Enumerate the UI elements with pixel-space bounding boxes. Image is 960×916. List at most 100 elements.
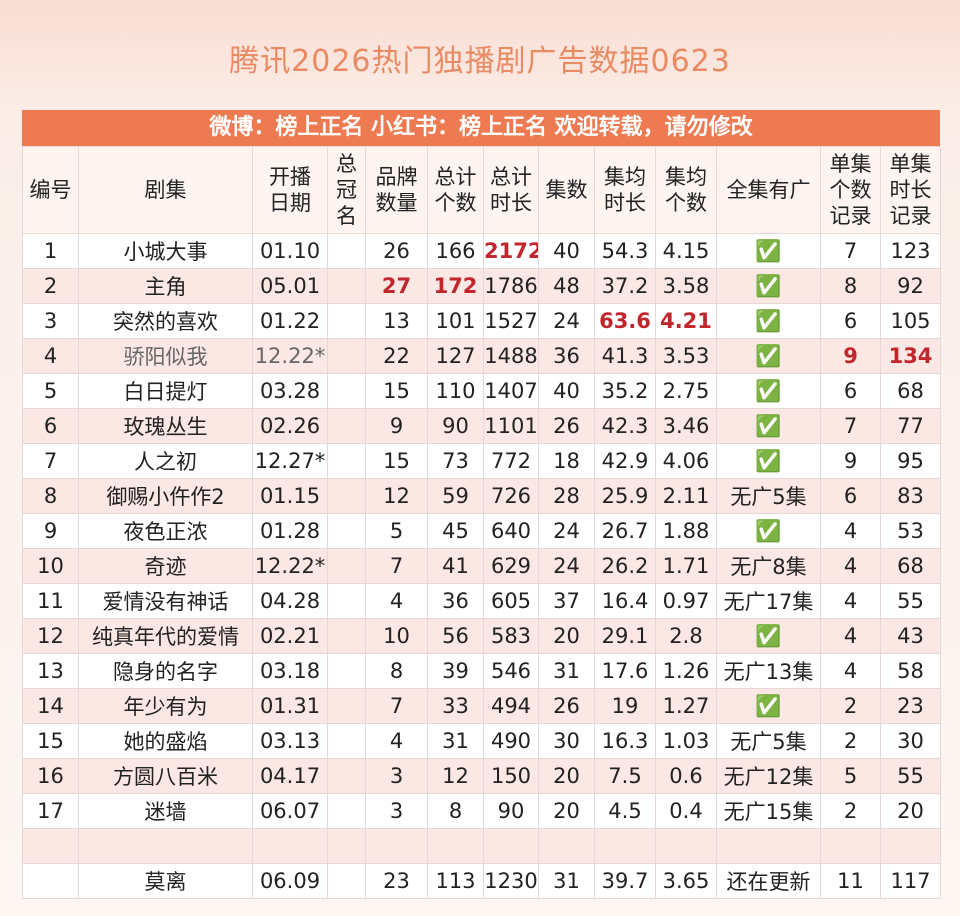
table-cell: ✅ xyxy=(716,303,821,339)
table-cell xyxy=(327,303,366,339)
table-cell: 2 xyxy=(22,268,79,304)
table-cell: 2172 xyxy=(483,233,539,269)
table-cell: 3.53 xyxy=(655,338,717,374)
table-cell: 68 xyxy=(880,548,941,584)
table-cell xyxy=(327,408,366,444)
table-cell: 迷墙 xyxy=(78,793,253,829)
table-cell: 105 xyxy=(880,303,941,339)
table-cell: 54.3 xyxy=(594,233,656,269)
table-cell: 95 xyxy=(880,443,941,479)
table-cell: 1527 xyxy=(483,303,539,339)
table-row xyxy=(22,828,941,864)
table-cell: 11 xyxy=(22,583,79,619)
table-cell: 骄阳似我 xyxy=(78,338,253,374)
table-cell: 8 xyxy=(22,478,79,514)
table-cell: 奇迹 xyxy=(78,548,253,584)
table-row: 6 玫瑰丛生 02.26 9 90 1101 26 42.3 3.46 ✅ 7 77 xyxy=(22,408,941,444)
column-header: 品牌数量 xyxy=(365,146,428,234)
table-cell: 01.15 xyxy=(252,478,328,514)
table-cell: 39 xyxy=(427,653,484,689)
table-cell: ✅ xyxy=(716,338,821,374)
table-row: 7 人之初 12.27* 15 73 772 18 42.9 4.06 ✅ 9 95 xyxy=(22,443,941,479)
table-cell: 年少有为 xyxy=(78,688,253,724)
table-cell: 03.18 xyxy=(252,653,328,689)
table-row: 13 隐身的名字 03.18 8 39 546 31 17.6 1.26 无广13集 4 58 xyxy=(22,653,941,689)
table-cell: 方圆八百米 xyxy=(78,758,253,794)
table-cell: 突然的喜欢 xyxy=(78,303,253,339)
table-row: 15 她的盛焰 03.13 4 31 490 30 16.3 1.03 无广5集 2 30 xyxy=(22,723,941,759)
table-body: 1 小城大事 01.10 26 166 2172 40 54.3 4.15 ✅ 7 123 2 主角 05.… xyxy=(22,233,941,899)
table-cell xyxy=(22,828,79,864)
table-cell: 123 xyxy=(880,233,941,269)
table-row: 11 爱情没有神话 04.28 4 36 605 37 16.4 0.97 无广17集 4 55 xyxy=(22,583,941,619)
table-cell: 583 xyxy=(483,618,539,654)
column-header-text: 单集时长记录 xyxy=(889,152,932,228)
table-cell xyxy=(78,828,253,864)
table-cell xyxy=(880,828,941,864)
table-cell: 御赐小仵作2 xyxy=(78,478,253,514)
table-cell: 31 xyxy=(538,863,595,899)
table-cell: 90 xyxy=(427,408,484,444)
table-cell: 7 xyxy=(820,408,881,444)
table-cell: 26 xyxy=(365,233,428,269)
table-cell xyxy=(327,373,366,409)
table-cell: 3 xyxy=(365,758,428,794)
table-cell: 小城大事 xyxy=(78,233,253,269)
table-row: 17 迷墙 06.07 3 8 90 20 4.5 0.4 无广15集 2 20 xyxy=(22,793,941,829)
table-cell: 20 xyxy=(538,618,595,654)
column-header-text: 编号 xyxy=(29,178,72,202)
table-cell: 28 xyxy=(538,478,595,514)
table-cell: 1.88 xyxy=(655,513,717,549)
table-cell xyxy=(327,688,366,724)
table-cell: ✅ xyxy=(716,268,821,304)
table-cell xyxy=(594,828,656,864)
table-cell: 17 xyxy=(22,793,79,829)
table-cell: 03.13 xyxy=(252,723,328,759)
table-cell: 06.09 xyxy=(252,863,328,899)
table-row: 3 突然的喜欢 01.22 13 101 1527 24 63.6 4.21 ✅ 6 105 xyxy=(22,303,941,339)
table-cell: 37 xyxy=(538,583,595,619)
table-cell: 40 xyxy=(538,373,595,409)
column-header-text: 品牌数量 xyxy=(375,165,418,215)
table-cell: 01.10 xyxy=(252,233,328,269)
table-cell: 37.2 xyxy=(594,268,656,304)
column-header-text: 剧集 xyxy=(144,178,187,202)
table-cell: 40 xyxy=(538,233,595,269)
table-cell: 4.5 xyxy=(594,793,656,829)
column-header: 开播日期 xyxy=(252,146,328,234)
column-header-text: 总计个数 xyxy=(434,165,477,215)
data-table: 编号 剧集 开播日期 总冠名 品牌数量 总计个数 总计时长 集数 集均时长 集均个数 全集有广 单集个… xyxy=(22,146,941,899)
table-cell: 127 xyxy=(427,338,484,374)
table-cell: 1.03 xyxy=(655,723,717,759)
table-cell: 15 xyxy=(365,373,428,409)
table-cell: 9 xyxy=(22,513,79,549)
table-cell xyxy=(252,828,328,864)
table-cell: ✅ xyxy=(716,443,821,479)
table-cell: 3.65 xyxy=(655,863,717,899)
table-cell: 2.75 xyxy=(655,373,717,409)
table-cell: 纯真年代的爱情 xyxy=(78,618,253,654)
table-cell: 45 xyxy=(427,513,484,549)
table-cell: 4 xyxy=(820,513,881,549)
table-cell xyxy=(716,828,821,864)
table-cell: 26.7 xyxy=(594,513,656,549)
table-cell: 55 xyxy=(880,758,941,794)
column-header-text: 单集个数记录 xyxy=(829,152,872,228)
table-cell xyxy=(327,793,366,829)
table-cell: 48 xyxy=(538,268,595,304)
table-cell xyxy=(327,863,366,899)
table-cell: 无广8集 xyxy=(716,548,821,584)
table-row: 14 年少有为 01.31 7 33 494 26 19 1.27 ✅ 2 23 xyxy=(22,688,941,724)
table-cell: 7 xyxy=(365,548,428,584)
table-cell: 490 xyxy=(483,723,539,759)
table-cell: 1.26 xyxy=(655,653,717,689)
column-header-text: 全集有广 xyxy=(726,178,811,202)
table-cell: 134 xyxy=(880,338,941,374)
table-row: 4 骄阳似我 12.22* 22 127 1488 36 41.3 3.53 ✅ 9 134 xyxy=(22,338,941,374)
table-cell xyxy=(327,583,366,619)
table-cell: 23 xyxy=(365,863,428,899)
table-row: 8 御赐小仵作2 01.15 12 59 726 28 25.9 2.11 无广5集 6 83 xyxy=(22,478,941,514)
table-cell xyxy=(327,758,366,794)
table-cell: 02.26 xyxy=(252,408,328,444)
